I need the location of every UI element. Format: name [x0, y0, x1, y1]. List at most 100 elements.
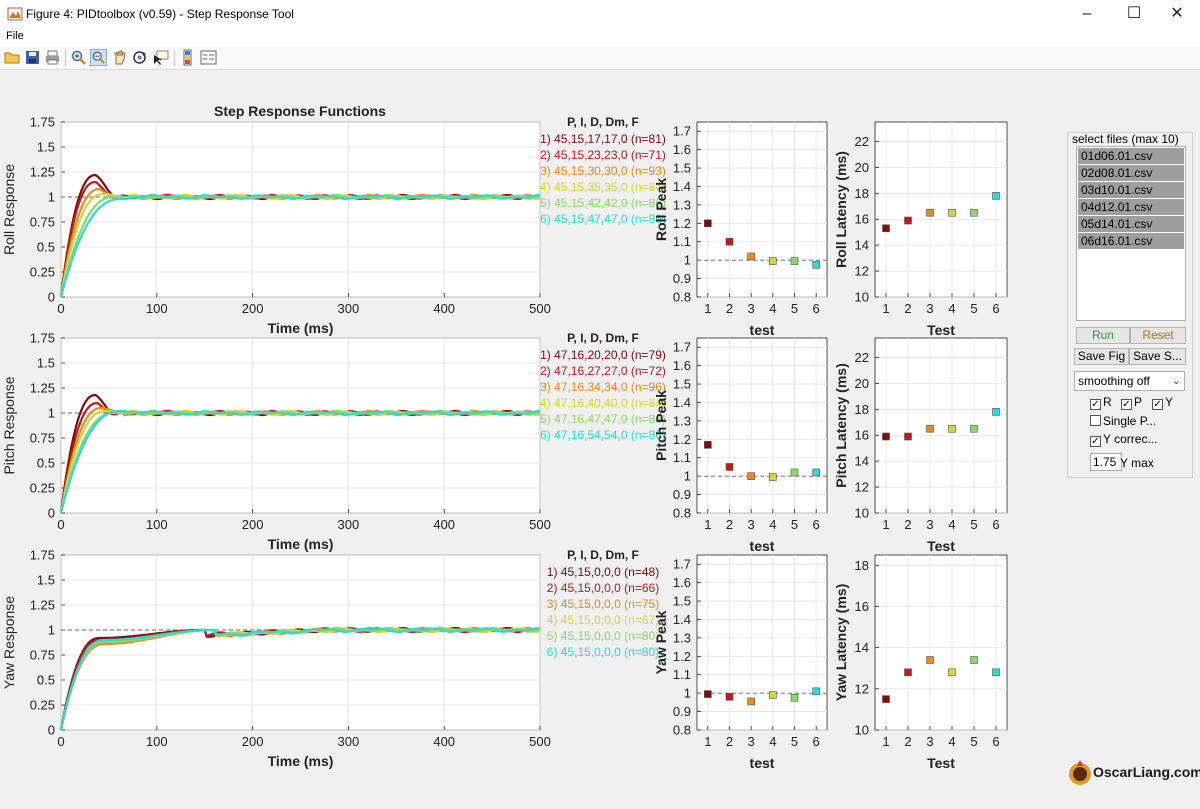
x-tick-label: 1	[704, 517, 711, 532]
new-figure-icon[interactable]	[4, 49, 21, 66]
checkbox-single-panel[interactable]: Single P...	[1090, 414, 1156, 428]
y-axis-label: Pitch Response	[1, 376, 17, 474]
checkbox-y-correction[interactable]: ✓ Y correc...	[1090, 432, 1157, 447]
y-tick-label: 1	[684, 686, 691, 701]
y-tick-label: 1	[48, 190, 55, 205]
legend-entry: 4) 45,15,0,0,0 (n=67)	[547, 613, 659, 627]
rotate-icon[interactable]	[131, 49, 148, 66]
x-tick-label: 1	[704, 301, 711, 316]
y-tick-label: 1	[48, 623, 55, 638]
close-button[interactable]: ✕	[1170, 5, 1184, 22]
y-tick-label: 0	[48, 290, 55, 305]
y-tick-label: 0.75	[30, 648, 55, 663]
y-tick-label: 1.75	[30, 115, 55, 130]
file-item[interactable]: 01d06.01.csv	[1078, 148, 1184, 164]
plot-area	[874, 554, 1008, 731]
latency-marker	[882, 695, 890, 703]
y-tick-label: 10	[855, 290, 869, 305]
file-item[interactable]: 05d14.01.csv	[1078, 216, 1184, 232]
legend-header: P, I, D, Dm, F	[567, 331, 639, 345]
data-cursor-icon[interactable]	[152, 49, 169, 66]
peak-marker	[790, 693, 799, 702]
x-tick-label: 2	[726, 301, 733, 316]
file-list[interactable]: 01d06.01.csv 02d08.01.csv 03d10.01.csv 0…	[1076, 146, 1186, 321]
y-tick-label: 1.25	[30, 165, 55, 180]
y-tick-label: 1.6	[673, 358, 691, 373]
checkbox-single-panel-label: Single P...	[1103, 414, 1157, 428]
plot-area	[696, 554, 828, 731]
x-tick-label: 500	[529, 734, 551, 749]
y-tick-label: 14	[855, 238, 869, 253]
y-axis-label: Pitch Peak	[653, 390, 669, 461]
checkbox-pitch[interactable]: ✓ P	[1121, 395, 1142, 410]
zoom-out-icon[interactable]	[90, 49, 107, 66]
legend-icon[interactable]	[200, 49, 217, 66]
y-axis-label: Yaw Peak	[653, 610, 669, 674]
latency-marker	[948, 424, 956, 433]
y-tick-label: 1.4	[673, 395, 691, 410]
y-tick-label: 18	[855, 558, 869, 573]
x-tick-label: 6	[992, 301, 999, 316]
y-tick-label: 1.2	[673, 432, 691, 447]
peak-marker	[747, 252, 755, 261]
latency-marker	[992, 192, 1000, 200]
y-tick-label: 0.5	[37, 673, 55, 688]
y-tick-label: 1.25	[30, 598, 55, 613]
file-item[interactable]: 06d16.01.csv	[1078, 233, 1184, 249]
x-tick-label: 100	[146, 517, 168, 532]
zoom-in-icon[interactable]	[70, 49, 87, 66]
save-settings-button[interactable]: Save S...	[1129, 348, 1186, 365]
y-tick-label: 1.4	[673, 612, 691, 627]
menu-file[interactable]: File	[6, 30, 24, 42]
save-fig-button[interactable]: Save Fig	[1074, 348, 1129, 365]
x-tick-label: 4	[769, 517, 776, 532]
file-item[interactable]: 03d10.01.csv	[1078, 182, 1184, 198]
toolbar-separator	[174, 50, 175, 66]
x-tick-label: 3	[748, 734, 755, 749]
peak-marker	[747, 472, 755, 480]
peak-marker	[812, 687, 820, 696]
checkbox-yaw-label: Y	[1165, 395, 1174, 409]
plot-area	[60, 554, 541, 731]
legend-entry: 6) 45,15,47,47,0 (n=86)	[540, 212, 666, 226]
x-tick-label: 100	[146, 734, 168, 749]
pan-icon[interactable]	[111, 49, 128, 66]
y-tick-label: 1	[684, 469, 691, 484]
ymax-input[interactable]: 1.75	[1090, 453, 1122, 471]
checkbox-roll[interactable]: ✓ R	[1090, 395, 1112, 410]
y-tick-label: 12	[855, 264, 869, 279]
toolbar-separator	[65, 50, 66, 66]
y-tick-label: 10	[855, 506, 869, 521]
file-item[interactable]: 04d12.01.csv	[1078, 199, 1184, 215]
save-icon[interactable]	[24, 49, 41, 66]
file-item[interactable]: 02d08.01.csv	[1078, 165, 1184, 181]
run-button[interactable]: Run	[1076, 327, 1130, 344]
y-tick-label: 1.4	[673, 179, 691, 194]
checkbox-yaw[interactable]: ✓ Y	[1152, 395, 1173, 410]
plot-area	[874, 121, 1008, 298]
peak-marker	[812, 468, 820, 477]
x-tick-label: 0	[57, 301, 64, 316]
x-tick-label: 1	[882, 301, 889, 316]
smoothing-dropdown[interactable]: smoothing off ⌄	[1074, 371, 1185, 391]
x-tick-label: 400	[433, 301, 455, 316]
plot-area	[60, 337, 541, 514]
checkbox-y-correction-label: Y correc...	[1103, 432, 1158, 446]
print-icon[interactable]	[44, 49, 61, 66]
window-title: Figure 4: PIDtoolbox (v0.59) - Step Resp…	[26, 7, 294, 21]
legend-entry: 5) 47,16,47,47,0 (n=86)	[540, 412, 666, 426]
x-tick-label: 400	[433, 734, 455, 749]
x-tick-label: 4	[948, 517, 955, 532]
minimize-button[interactable]: –	[1082, 5, 1092, 22]
x-tick-label: 5	[791, 301, 798, 316]
maximize-button[interactable]: ☐	[1126, 5, 1142, 22]
colorbar-icon[interactable]	[179, 49, 196, 66]
reset-button[interactable]: Reset	[1130, 327, 1186, 344]
x-axis-label: Test	[927, 755, 955, 771]
x-axis-label: test	[750, 538, 775, 554]
plot-area	[696, 121, 828, 298]
x-axis-label: Time (ms)	[268, 753, 334, 769]
y-tick-label: 0.75	[30, 215, 55, 230]
y-tick-label: 14	[855, 454, 869, 469]
watermark-text: OscarLiang.com	[1093, 764, 1200, 780]
